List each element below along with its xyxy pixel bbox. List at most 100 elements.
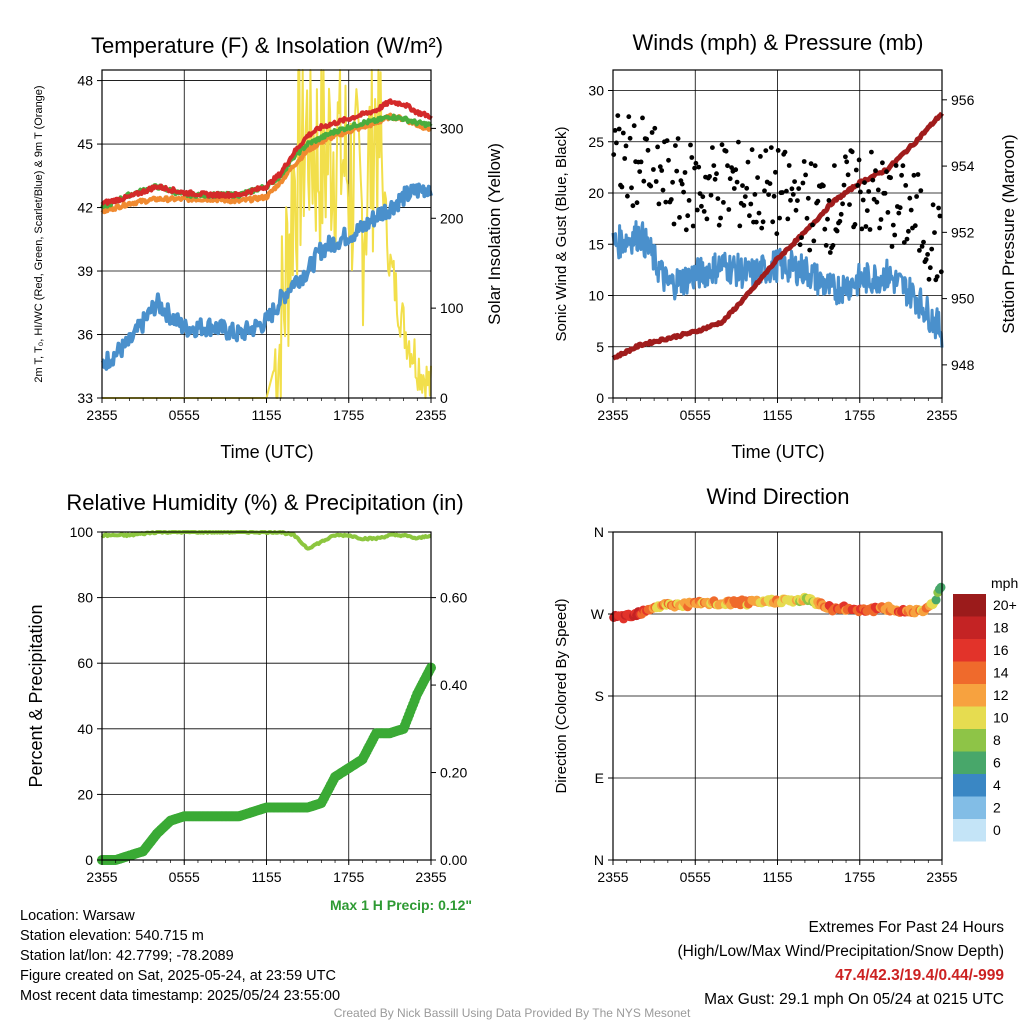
y-tick-label: 48 <box>77 73 93 89</box>
legend-label: 10 <box>993 710 1009 726</box>
y-tick-label: W <box>591 606 605 622</box>
gust-point <box>726 207 732 212</box>
gust-point <box>912 223 918 229</box>
legend-label: 20+ <box>993 597 1017 613</box>
y-tick-label: 5 <box>596 339 604 355</box>
gust-point <box>686 198 692 203</box>
station-info: Location: Warsaw Station elevation: 540.… <box>20 906 340 1006</box>
gust-point <box>625 193 630 199</box>
gust-point <box>615 113 621 118</box>
gust-point <box>708 192 714 198</box>
gust-point <box>852 222 858 227</box>
gust-point <box>845 172 851 178</box>
gust-point <box>866 189 872 194</box>
gust-point <box>936 205 941 211</box>
gust-point <box>888 175 893 181</box>
gust-point <box>740 183 745 189</box>
gust-point <box>771 193 777 199</box>
gust-point <box>741 203 747 208</box>
temperature-title: Temperature (F) & Insolation (W/m²) <box>91 33 443 58</box>
y-tick-label: 0 <box>440 390 448 406</box>
gust-point <box>668 197 674 202</box>
gust-point <box>873 168 878 174</box>
gust-point <box>659 168 665 173</box>
y-tick-label: 948 <box>951 357 975 373</box>
x-tick-label: 1155 <box>762 407 792 423</box>
gust-point <box>795 198 800 204</box>
gust-point <box>679 181 685 187</box>
gust-point <box>822 226 828 232</box>
gust-point <box>663 199 669 205</box>
series-wind-speed <box>611 220 944 348</box>
gust-point <box>911 172 917 178</box>
speed-legend: mph 20+ 18 16 14 12 10 8 6 4 2 0 <box>953 575 1018 842</box>
legend-swatch <box>953 661 986 684</box>
gust-point <box>867 227 873 232</box>
gust-point <box>826 198 832 203</box>
gust-point <box>682 170 688 175</box>
gust-point <box>725 163 730 169</box>
gust-point <box>906 228 911 234</box>
y-tick-label: 0.20 <box>440 765 467 781</box>
x-tick-label: 0555 <box>169 407 200 423</box>
x-tick-label: 2355 <box>597 869 628 885</box>
gust-point <box>645 147 651 153</box>
gust-point <box>656 201 662 207</box>
gust-point <box>840 201 845 207</box>
legend-label: 18 <box>993 620 1009 636</box>
gust-point <box>821 183 826 189</box>
y-tick-label: 0.40 <box>440 677 467 693</box>
x-tick-label: 2355 <box>86 407 117 423</box>
y-tick-label: 25 <box>588 134 604 150</box>
y-tick-label: 45 <box>77 136 93 152</box>
gust-point <box>677 215 682 220</box>
extremes-values: 47.4/42.3/19.4/0.44/-999 <box>835 967 1004 984</box>
gust-point <box>630 203 636 209</box>
gust-point <box>759 225 765 231</box>
y-tick-label: 300 <box>440 120 464 136</box>
gust-point <box>869 149 874 155</box>
gust-point <box>793 207 799 213</box>
gust-point <box>747 213 752 219</box>
legend-label: 6 <box>993 755 1001 771</box>
gust-point <box>925 252 930 257</box>
gust-point <box>880 160 885 166</box>
gust-point <box>675 136 681 142</box>
y-tick-label: 950 <box>951 291 975 307</box>
gust-point <box>723 148 729 154</box>
gust-point <box>773 169 778 175</box>
x-tick-label: 0555 <box>169 869 200 885</box>
gust-point <box>823 243 829 248</box>
gust-point <box>808 161 814 167</box>
gust-point <box>885 210 891 215</box>
gust-point <box>849 149 855 155</box>
gust-point <box>752 192 758 197</box>
gust-point <box>807 247 813 253</box>
gust-point <box>718 215 723 221</box>
gust-point <box>788 197 793 203</box>
gust-point <box>853 167 859 173</box>
gust-point <box>803 172 808 178</box>
y-tick-label: 0 <box>85 852 93 868</box>
legend-swatch <box>953 819 986 842</box>
gust-point <box>616 126 622 132</box>
gust-point <box>694 207 700 213</box>
gust-point <box>683 227 689 233</box>
temperature-panel: Temperature (F) & Insolation (W/m²) 48 45… <box>33 33 504 462</box>
direction-ylabel-left: Direction (Colored By Speed) <box>553 598 570 793</box>
y-tick-label: E <box>595 770 604 786</box>
gust-point <box>736 139 741 145</box>
gust-point <box>801 159 807 164</box>
gust-point <box>779 190 785 195</box>
gust-point <box>710 145 715 151</box>
gust-point <box>699 203 704 209</box>
gust-point <box>837 218 843 224</box>
gust-point <box>927 265 933 271</box>
y-tick-label: 80 <box>77 590 93 606</box>
recent-data-text: Most recent data timestamp: 2025/05/24 2… <box>20 988 341 1004</box>
gust-point <box>657 164 663 170</box>
gust-point <box>612 127 618 133</box>
x-tick-label: 1755 <box>333 407 364 423</box>
legend-swatch <box>953 729 986 752</box>
gust-point <box>696 164 702 170</box>
